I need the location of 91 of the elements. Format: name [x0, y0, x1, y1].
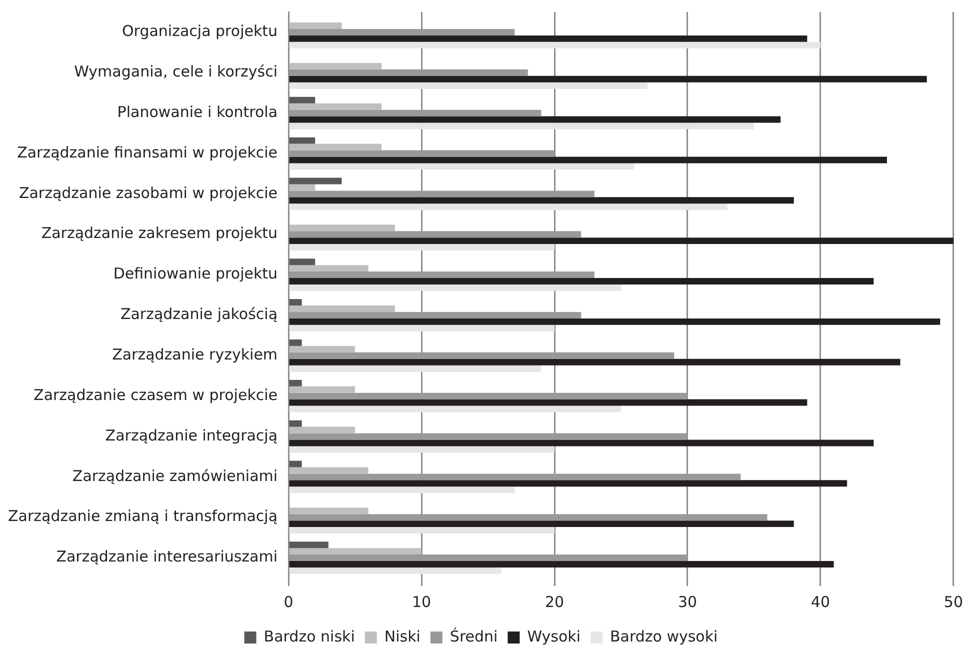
- bar: [289, 265, 368, 272]
- y-tick-label: Zarządzanie integracją: [105, 426, 278, 444]
- bar: [289, 365, 542, 372]
- bar: [289, 567, 502, 574]
- bar: [289, 178, 342, 184]
- y-tick-label: Zarządzanie zmianą i transformacją: [8, 507, 278, 526]
- bar: [289, 258, 316, 266]
- y-tick-label: Zarządzanie zakresem projektu: [41, 224, 278, 242]
- bar: [289, 554, 688, 562]
- y-tick-label: Zarządzanie czasem w projekcie: [34, 386, 278, 404]
- bar: [289, 460, 302, 468]
- bar: [289, 306, 395, 312]
- bar: [289, 103, 382, 110]
- bar: [289, 82, 648, 89]
- y-tick-label: Planowanie i kontrola: [117, 102, 278, 121]
- bar: [289, 527, 555, 534]
- bar: [289, 244, 555, 251]
- bar: [289, 163, 634, 170]
- legend-label: Średni: [450, 627, 498, 646]
- bar: [289, 96, 316, 104]
- bar: [289, 42, 820, 48]
- bar: [289, 358, 900, 366]
- y-tick-label: Zarządzanie zasobami w projekcie: [18, 184, 278, 202]
- bar: [289, 542, 328, 548]
- x-tick-label: 10: [412, 592, 432, 611]
- x-tick-label: 0: [284, 592, 294, 611]
- bar: [289, 278, 874, 284]
- x-tick-label: 50: [944, 592, 964, 611]
- y-tick-label: Definiowanie projektu: [113, 264, 278, 283]
- y-tick-label: Organizacja projektu: [122, 22, 278, 40]
- bar: [289, 386, 356, 393]
- y-tick-label: Zarządzanie ryzykiem: [112, 346, 278, 364]
- bar: [289, 69, 528, 76]
- bar: [289, 339, 302, 346]
- bar: [289, 231, 582, 238]
- bar: [289, 184, 316, 191]
- bar: [289, 35, 808, 42]
- bar: [289, 420, 302, 427]
- bar: [289, 204, 728, 210]
- y-tick-label: Zarządzanie zamówieniami: [72, 466, 278, 485]
- x-tick-label: 20: [544, 592, 564, 611]
- bar: [289, 548, 422, 555]
- bar: [289, 137, 316, 144]
- bar: [289, 406, 621, 412]
- legend-label: Niski: [384, 627, 420, 646]
- bar: [289, 508, 368, 514]
- x-tick-label: 30: [678, 592, 698, 611]
- bar: [289, 150, 555, 157]
- bar: [289, 433, 688, 440]
- y-tick-label: Zarządzanie interesariuszami: [56, 548, 278, 566]
- bar: [289, 116, 781, 123]
- bar: [289, 561, 834, 568]
- bar: [289, 76, 927, 82]
- bar: [289, 346, 356, 352]
- bar: [289, 62, 382, 70]
- y-tick-label: Zarządzanie jakością: [120, 305, 278, 324]
- bar: [289, 110, 542, 116]
- bar: [289, 486, 515, 494]
- bar: [289, 392, 688, 400]
- bar: [289, 272, 594, 278]
- bar: [289, 467, 368, 474]
- bar: [289, 474, 741, 480]
- bar: [289, 156, 887, 164]
- bar: [289, 122, 754, 130]
- bar: [289, 312, 582, 318]
- y-tick-label: Zarządzanie finansami w projekcie: [17, 143, 278, 162]
- bar: [289, 144, 382, 150]
- bar: [289, 22, 342, 29]
- y-tick-label: Wymagania, cele i korzyści: [74, 62, 278, 81]
- legend-label: Bardzo wysoki: [610, 627, 718, 646]
- bar: [289, 318, 940, 325]
- x-tick-label: 40: [810, 592, 830, 611]
- bar: [289, 480, 848, 487]
- bar: [289, 190, 594, 198]
- bar: [289, 284, 621, 291]
- bar: [289, 238, 954, 244]
- bar: [289, 28, 515, 36]
- bar: [289, 224, 395, 232]
- bar: [289, 299, 302, 306]
- bar: [289, 446, 555, 453]
- bar: [289, 352, 674, 359]
- bar: [289, 324, 555, 332]
- legend-label: Wysoki: [527, 627, 580, 646]
- bar: [289, 380, 302, 386]
- bar: [289, 197, 794, 204]
- legend-label: Bardzo niski: [264, 627, 355, 646]
- bar: [289, 399, 808, 406]
- bar: [289, 520, 794, 528]
- bar: [289, 440, 874, 446]
- bar: [289, 514, 768, 521]
- bar: [289, 426, 356, 434]
